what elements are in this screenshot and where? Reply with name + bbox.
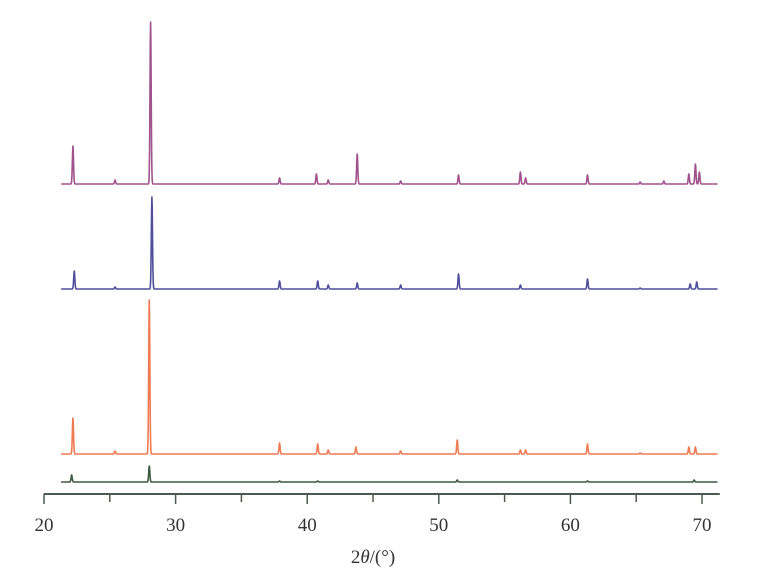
- x-tick-label: 20: [35, 515, 54, 536]
- series-group: [60, 21, 719, 483]
- series-line-4: [60, 465, 719, 483]
- x-tick-label: 40: [298, 515, 317, 536]
- x-tick-label: 50: [429, 515, 448, 536]
- x-tick-label: 30: [166, 515, 185, 536]
- x-axis: 20 30 40 50 60 70: [35, 493, 720, 536]
- series-line-2: [60, 196, 719, 290]
- series-line-1: [60, 21, 719, 185]
- x-tick-label: 70: [693, 515, 712, 536]
- x-tick-label: 60: [561, 515, 580, 536]
- series-line-3: [60, 299, 719, 455]
- x-axis-title: 2θ/(°): [351, 547, 395, 568]
